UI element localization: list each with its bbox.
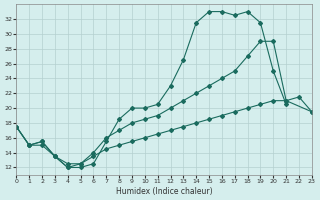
- X-axis label: Humidex (Indice chaleur): Humidex (Indice chaleur): [116, 187, 212, 196]
